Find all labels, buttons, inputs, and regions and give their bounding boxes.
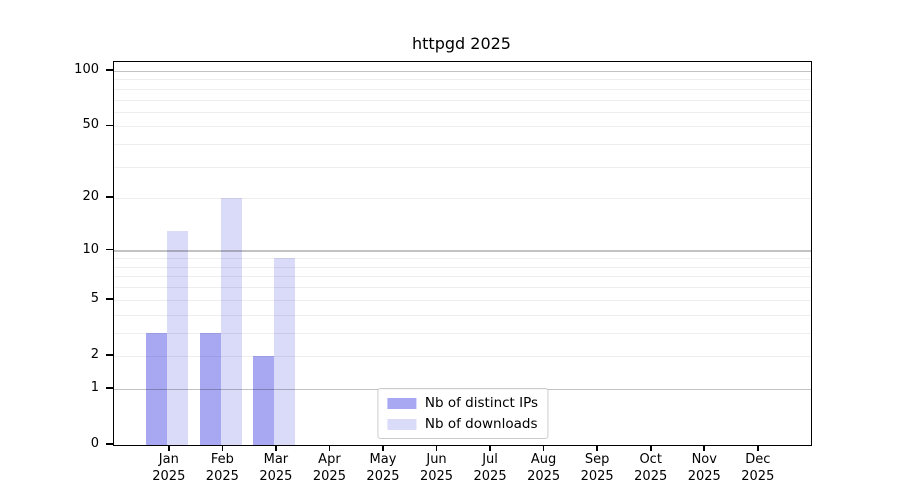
x-tick-label-jun: Jun 2025 — [395, 452, 479, 485]
x-label-month-oct: Oct — [639, 452, 662, 467]
y-tick-mark-100 — [106, 69, 113, 71]
y-tick-mark-5 — [106, 297, 113, 300]
legend: Nb of distinct IPs Nb of downloads — [376, 388, 549, 439]
legend-swatch-1 — [386, 418, 416, 430]
x-tick-label-nov: Nov 2025 — [662, 452, 746, 485]
x-label-year-mar: 2025 — [259, 468, 293, 484]
y-tick-label-100: 100 — [74, 62, 99, 77]
y-tick-label-1: 1 — [90, 379, 99, 395]
x-tick-label-jul: Jul 2025 — [448, 452, 532, 485]
x-label-year-may: 2025 — [366, 468, 400, 484]
y-tick-mark-2 — [106, 354, 113, 356]
x-tick-label-may: May 2025 — [341, 452, 425, 485]
plot-area: Nb of distinct IPs Nb of downloads — [113, 61, 812, 446]
legend-swatch-0 — [386, 397, 416, 409]
x-label-month-dec: Dec — [745, 452, 771, 467]
x-label-year-nov: 2025 — [687, 468, 721, 484]
y-tick-label-20: 20 — [82, 189, 99, 205]
x-label-month-apr: Apr — [318, 452, 341, 467]
bar-mar-s0 — [253, 355, 275, 445]
bar-mar-s1 — [274, 258, 296, 445]
x-label-year-jan: 2025 — [152, 468, 186, 484]
y-tick-label-10: 10 — [82, 241, 99, 257]
x-label-month-aug: Aug — [530, 452, 557, 467]
x-tick-label-mar: Mar 2025 — [234, 452, 318, 485]
y-tick-label-0: 0 — [90, 436, 99, 451]
x-tick-label-sep: Sep 2025 — [555, 452, 639, 485]
x-label-month-may: May — [369, 452, 397, 467]
x-label-year-aug: 2025 — [527, 468, 561, 484]
x-label-month-mar: Mar — [263, 452, 289, 467]
x-label-month-jul: Jul — [482, 452, 498, 467]
x-label-year-feb: 2025 — [205, 468, 239, 484]
y-tick-mark-1 — [106, 387, 113, 389]
x-tick-label-aug: Aug 2025 — [502, 452, 586, 485]
x-label-year-apr: 2025 — [312, 468, 346, 484]
x-label-year-jun: 2025 — [419, 468, 454, 484]
x-label-year-dec: 2025 — [741, 468, 775, 484]
x-label-month-feb: Feb — [210, 452, 234, 467]
x-label-month-jun: Jun — [426, 452, 447, 467]
y-tick-mark-10 — [106, 248, 113, 251]
x-label-year-jul: 2025 — [473, 468, 507, 484]
bar-feb-s0 — [199, 332, 221, 445]
bar-feb-s1 — [220, 198, 242, 445]
chart-title: httpgd 2025 — [412, 34, 511, 53]
legend-label-1: Nb of downloads — [424, 416, 538, 432]
y-tick-mark-50 — [106, 124, 113, 127]
bar-jan-s1 — [167, 231, 188, 445]
x-label-month-nov: Nov — [691, 452, 717, 467]
y-tick-mark-20 — [106, 196, 113, 199]
x-tick-label-jan: Jan 2025 — [127, 452, 211, 485]
x-label-month-sep: Sep — [584, 452, 610, 467]
legend-row-1: Nb of downloads — [386, 416, 538, 432]
x-tick-label-feb: Feb 2025 — [180, 452, 264, 485]
y-tick-label-5: 5 — [90, 290, 99, 306]
x-tick-label-oct: Oct 2025 — [609, 452, 693, 485]
x-tick-label-dec: Dec 2025 — [716, 452, 800, 485]
x-label-year-sep: 2025 — [580, 468, 614, 484]
bar-jan-s0 — [146, 332, 167, 445]
y-tick-mark-0 — [106, 443, 113, 445]
legend-row-0: Nb of distinct IPs — [386, 395, 539, 411]
legend-label-0: Nb of distinct IPs — [424, 395, 539, 411]
bars-layer — [114, 62, 811, 445]
x-label-year-oct: 2025 — [634, 468, 668, 484]
x-label-month-jan: Jan — [158, 452, 179, 467]
y-tick-label-50: 50 — [82, 117, 99, 133]
x-tick-label-apr: Apr 2025 — [287, 452, 371, 485]
y-tick-label-2: 2 — [90, 346, 99, 362]
